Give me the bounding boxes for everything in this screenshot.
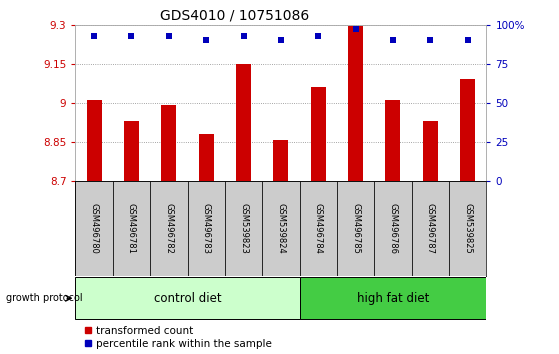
Bar bbox=[87, 100, 102, 181]
Point bbox=[276, 38, 285, 43]
Text: GSM496781: GSM496781 bbox=[127, 203, 136, 254]
Point bbox=[164, 33, 173, 39]
Point bbox=[202, 38, 211, 43]
Text: GSM496783: GSM496783 bbox=[202, 203, 211, 254]
Point bbox=[351, 27, 360, 32]
Text: GSM539825: GSM539825 bbox=[463, 203, 472, 254]
Bar bbox=[124, 121, 139, 181]
Bar bbox=[75, 277, 300, 319]
Text: GSM539823: GSM539823 bbox=[239, 203, 248, 254]
Text: GSM496785: GSM496785 bbox=[351, 203, 360, 254]
Bar bbox=[162, 105, 176, 181]
Point bbox=[389, 38, 397, 43]
Bar bbox=[199, 134, 214, 181]
Bar bbox=[311, 87, 326, 181]
Text: GSM496782: GSM496782 bbox=[164, 203, 173, 254]
Text: control diet: control diet bbox=[154, 292, 221, 305]
Text: GSM539824: GSM539824 bbox=[276, 203, 286, 254]
Bar bbox=[411, 181, 449, 276]
Bar bbox=[375, 181, 411, 276]
Text: GSM496780: GSM496780 bbox=[89, 203, 98, 254]
Point bbox=[239, 33, 248, 39]
Bar bbox=[236, 64, 251, 181]
Bar bbox=[300, 181, 337, 276]
Bar bbox=[150, 181, 187, 276]
Point bbox=[314, 33, 323, 39]
Bar bbox=[113, 181, 150, 276]
Point bbox=[426, 38, 435, 43]
Bar bbox=[460, 79, 475, 181]
Bar bbox=[386, 100, 400, 181]
Text: GSM496787: GSM496787 bbox=[426, 203, 435, 254]
Text: high fat diet: high fat diet bbox=[357, 292, 429, 305]
Bar bbox=[449, 181, 486, 276]
Text: growth protocol: growth protocol bbox=[6, 293, 82, 303]
Legend: transformed count, percentile rank within the sample: transformed count, percentile rank withi… bbox=[80, 321, 276, 353]
Bar bbox=[348, 26, 363, 181]
Bar bbox=[300, 277, 486, 319]
Bar bbox=[273, 140, 288, 181]
Text: GDS4010 / 10751086: GDS4010 / 10751086 bbox=[160, 9, 309, 23]
Bar bbox=[337, 181, 375, 276]
Bar bbox=[75, 181, 113, 276]
Bar bbox=[187, 181, 225, 276]
Bar bbox=[225, 181, 262, 276]
Text: GSM496784: GSM496784 bbox=[314, 203, 323, 254]
Text: GSM496786: GSM496786 bbox=[389, 203, 397, 254]
Bar bbox=[423, 121, 438, 181]
Point bbox=[89, 33, 98, 39]
Point bbox=[127, 33, 136, 39]
Bar bbox=[262, 181, 300, 276]
Point bbox=[463, 38, 472, 43]
